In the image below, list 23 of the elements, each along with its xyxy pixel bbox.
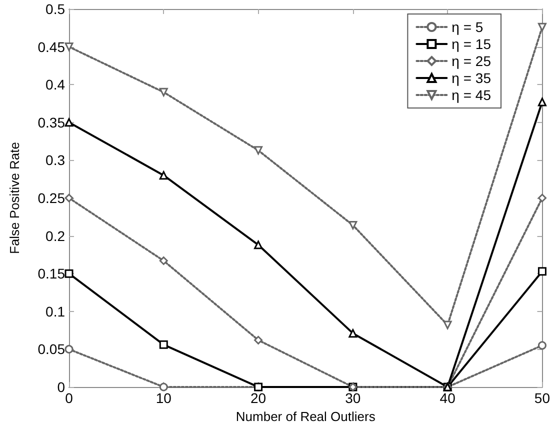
x-tick-label: 20 (250, 390, 266, 406)
y-tick-label: 0.1 (46, 303, 66, 320)
y-tick-label: 0.25 (38, 190, 66, 206)
y-tick-label: 0 (57, 379, 66, 395)
legend-label: η = 25 (452, 53, 492, 69)
y-tick-label: 0.05 (38, 341, 66, 358)
y-tick-label: 0.4 (46, 76, 66, 93)
legend-label: η = 5 (452, 19, 484, 35)
x-tick-label: 10 (156, 390, 172, 406)
x-tick-label: 50 (534, 390, 550, 406)
legend-label: η = 45 (452, 87, 492, 103)
y-tick-label: 0.45 (38, 38, 66, 55)
y-tick-label: 0.35 (38, 114, 66, 130)
legend-label: η = 35 (452, 70, 492, 86)
x-tick-label: 30 (345, 390, 361, 406)
y-tick-label: 0.15 (38, 266, 66, 282)
y-tick-label: 0.5 (46, 1, 66, 17)
x-axis-title: Number of Real Outliers (236, 408, 376, 424)
legend-label: η = 15 (452, 36, 492, 52)
x-tick-label: 40 (440, 390, 456, 406)
y-axis-title: False Positive Rate (7, 142, 22, 254)
y-tick-label: 0.3 (46, 152, 66, 168)
y-tick-label: 0.2 (46, 228, 66, 244)
